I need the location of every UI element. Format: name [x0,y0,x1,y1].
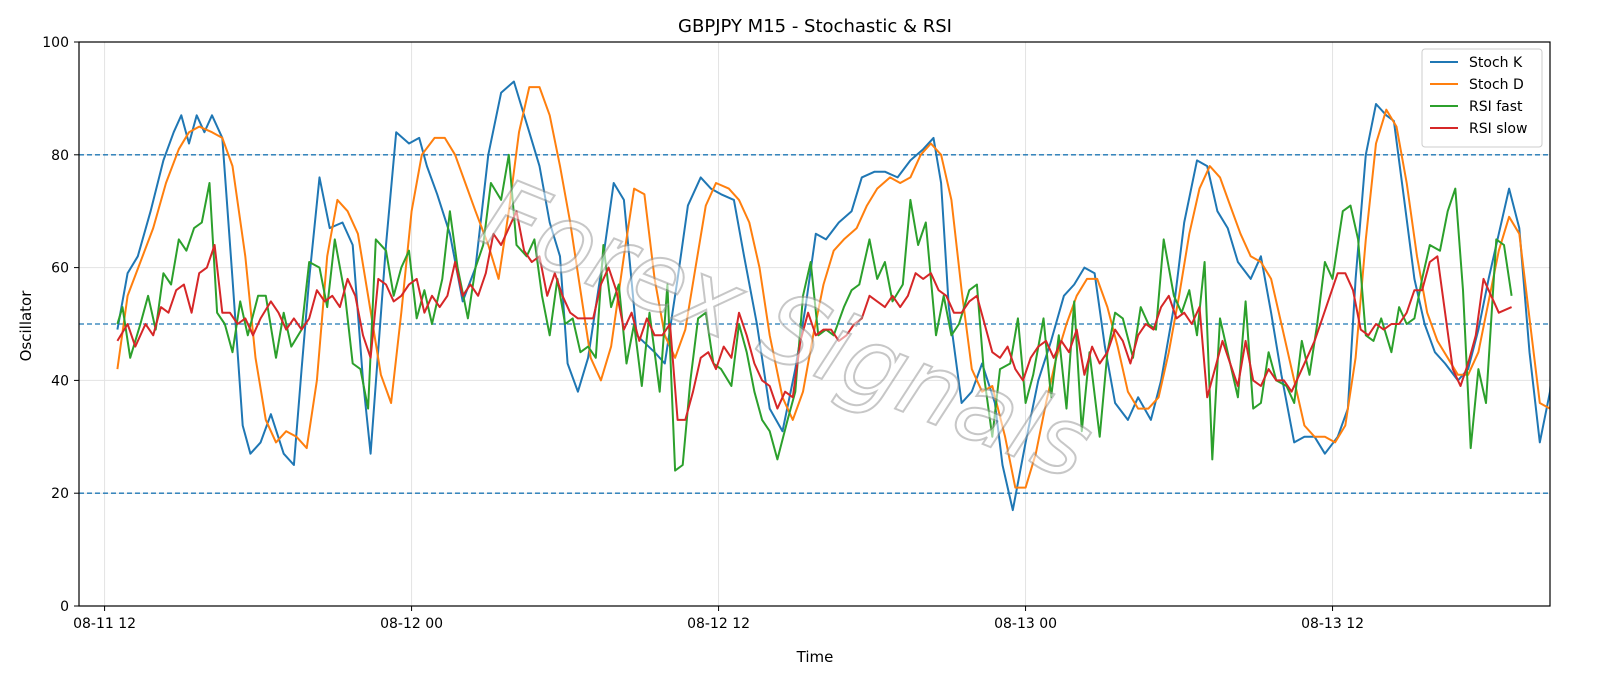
series-line-stoch-d [116,86,1550,489]
x-tick-label: 08-12 12 [687,616,750,632]
legend-label: Stoch D [1469,77,1524,93]
x-tick-label: 08-12 00 [380,616,443,632]
y-tick-label: 100 [42,35,69,51]
x-tick-label: 08-11 12 [73,616,136,632]
watermark: Forex Signals [467,157,1107,502]
legend-label: RSI slow [1469,121,1527,137]
series-line-rsi-slow [116,210,1513,421]
plot-area: 0 20 40 60 80 100 08-11 12 08-12 00 08-12 12 08-1… [42,35,1551,632]
plot-frame [78,41,1551,607]
y-tick-label: 80 [51,148,69,164]
x-axis-label: Time [796,648,834,666]
chart-title: GBPJPY M15 - Stochastic & RSI [678,16,952,37]
legend-label: RSI fast [1469,99,1523,115]
x-tick-label: 08-13 00 [994,616,1057,632]
legend-box [1421,48,1543,148]
y-tick-label: 40 [51,373,69,389]
legend-label: Stoch K [1469,55,1523,71]
y-tick-label: 0 [60,599,69,615]
series-line-rsi-fast [116,153,1513,472]
legend: Stoch K Stoch D RSI fast RSI slow [1421,48,1543,148]
y-axis-label: Oscillator [17,290,35,362]
y-tick-label: 60 [51,261,69,277]
x-tick-label: 08-13 12 [1301,616,1364,632]
y-tick-label: 20 [51,486,69,502]
